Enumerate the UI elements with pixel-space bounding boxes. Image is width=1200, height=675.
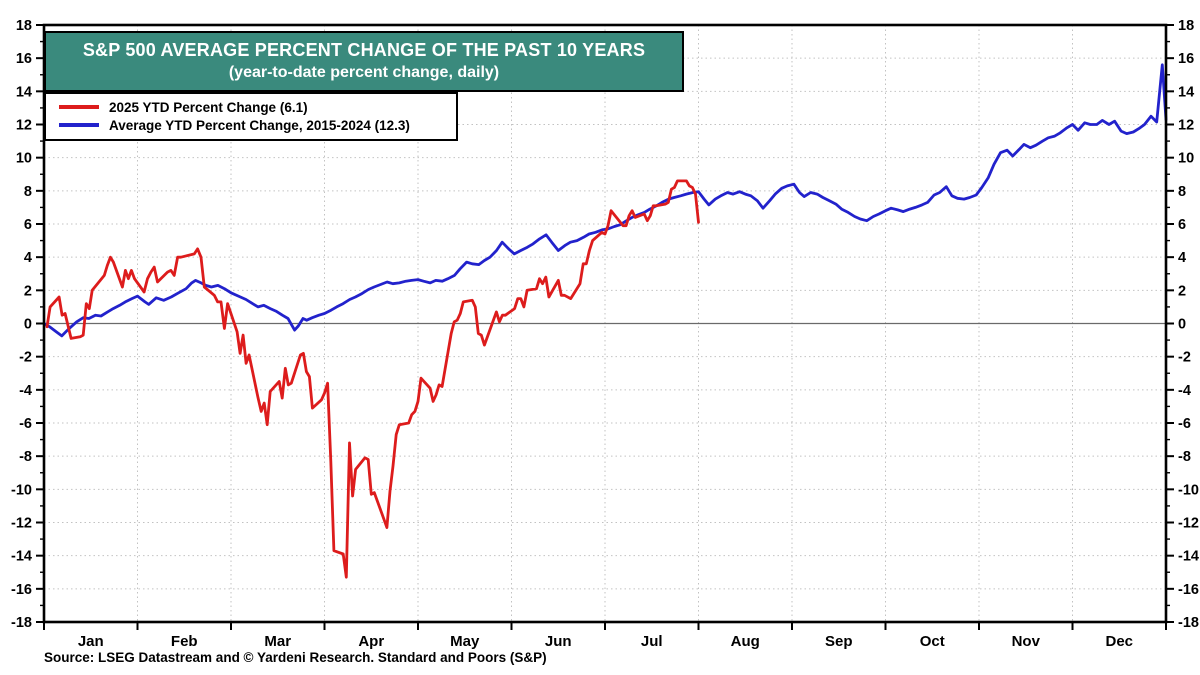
y-axis-label-right: 16 <box>1178 51 1194 67</box>
y-axis-label-right: -4 <box>1178 383 1191 399</box>
month-label: Nov <box>1012 633 1041 650</box>
chart-title-box: S&P 500 AVERAGE PERCENT CHANGE OF THE PA… <box>44 31 684 92</box>
blue-line-swatch <box>59 123 99 127</box>
legend-label-2025: 2025 YTD Percent Change (6.1) <box>109 99 308 115</box>
y-axis-label-right: 12 <box>1178 118 1194 134</box>
y-axis-label-left: 8 <box>24 184 32 200</box>
month-label: Dec <box>1105 633 1133 650</box>
y-axis-label-left: 4 <box>24 250 32 266</box>
y-axis-label-right: 10 <box>1178 151 1194 167</box>
y-axis-label-right: 0 <box>1178 317 1186 333</box>
y-axis-label-right: 2 <box>1178 283 1186 299</box>
source-attribution: Source: LSEG Datastream and © Yardeni Re… <box>44 650 547 665</box>
y-axis-label-right: -10 <box>1178 482 1199 498</box>
month-label: May <box>450 633 480 650</box>
red-series-line <box>45 179 700 579</box>
month-label: Feb <box>171 633 198 650</box>
legend-item-average: Average YTD Percent Change, 2015-2024 (1… <box>46 116 456 134</box>
y-axis-label-left: -18 <box>11 615 32 631</box>
y-axis-label-right: 4 <box>1178 250 1186 266</box>
month-label: Jul <box>641 633 663 650</box>
legend-item-2025: 2025 YTD Percent Change (6.1) <box>46 98 456 116</box>
chart-title: S&P 500 AVERAGE PERCENT CHANGE OF THE PA… <box>82 40 646 60</box>
y-axis-label-left: -10 <box>11 482 32 498</box>
y-axis-label-left: -12 <box>11 516 32 532</box>
legend-label-average: Average YTD Percent Change, 2015-2024 (1… <box>109 117 410 133</box>
chart-subtitle: (year-to-date percent change, daily) <box>228 64 500 81</box>
y-axis-label-left: -4 <box>19 383 32 399</box>
y-axis-label-right: -6 <box>1178 416 1191 432</box>
month-label: Apr <box>358 633 384 650</box>
y-axis-label-right: 18 <box>1178 18 1194 34</box>
month-label: Oct <box>920 633 945 650</box>
y-axis-label-left: 6 <box>24 217 32 233</box>
y-axis-label-right: 8 <box>1178 184 1186 200</box>
y-axis-label-right: 6 <box>1178 217 1186 233</box>
y-axis-label-right: -18 <box>1178 615 1199 631</box>
y-axis-label-right: -14 <box>1178 549 1199 565</box>
month-label: Sep <box>825 633 853 650</box>
month-label: Jan <box>78 633 104 650</box>
y-axis-label-right: -8 <box>1178 449 1191 465</box>
y-axis-label-left: -6 <box>19 416 32 432</box>
y-axis-label-left: -2 <box>19 350 32 366</box>
red-line-swatch <box>59 105 99 109</box>
y-axis-label-left: -16 <box>11 582 32 598</box>
month-label: Jun <box>545 633 572 650</box>
y-axis-label-left: -14 <box>11 549 32 565</box>
y-axis-label-right: -12 <box>1178 516 1199 532</box>
y-axis-label-left: 10 <box>16 151 32 167</box>
y-axis-label-left: 12 <box>16 118 32 134</box>
y-axis-label-left: 0 <box>24 317 32 333</box>
y-axis-label-left: 2 <box>24 283 32 299</box>
y-axis-label-left: 14 <box>16 84 32 100</box>
y-axis-label-right: -16 <box>1178 582 1199 598</box>
legend: 2025 YTD Percent Change (6.1) Average YT… <box>44 92 458 141</box>
y-axis-label-left: -8 <box>19 449 32 465</box>
month-label: Mar <box>264 633 291 650</box>
month-label: Aug <box>731 633 760 650</box>
y-axis-label-left: 16 <box>16 51 32 67</box>
y-axis-label-right: -2 <box>1178 350 1191 366</box>
y-axis-label-right: 14 <box>1178 84 1194 100</box>
y-axis-label-left: 18 <box>16 18 32 34</box>
